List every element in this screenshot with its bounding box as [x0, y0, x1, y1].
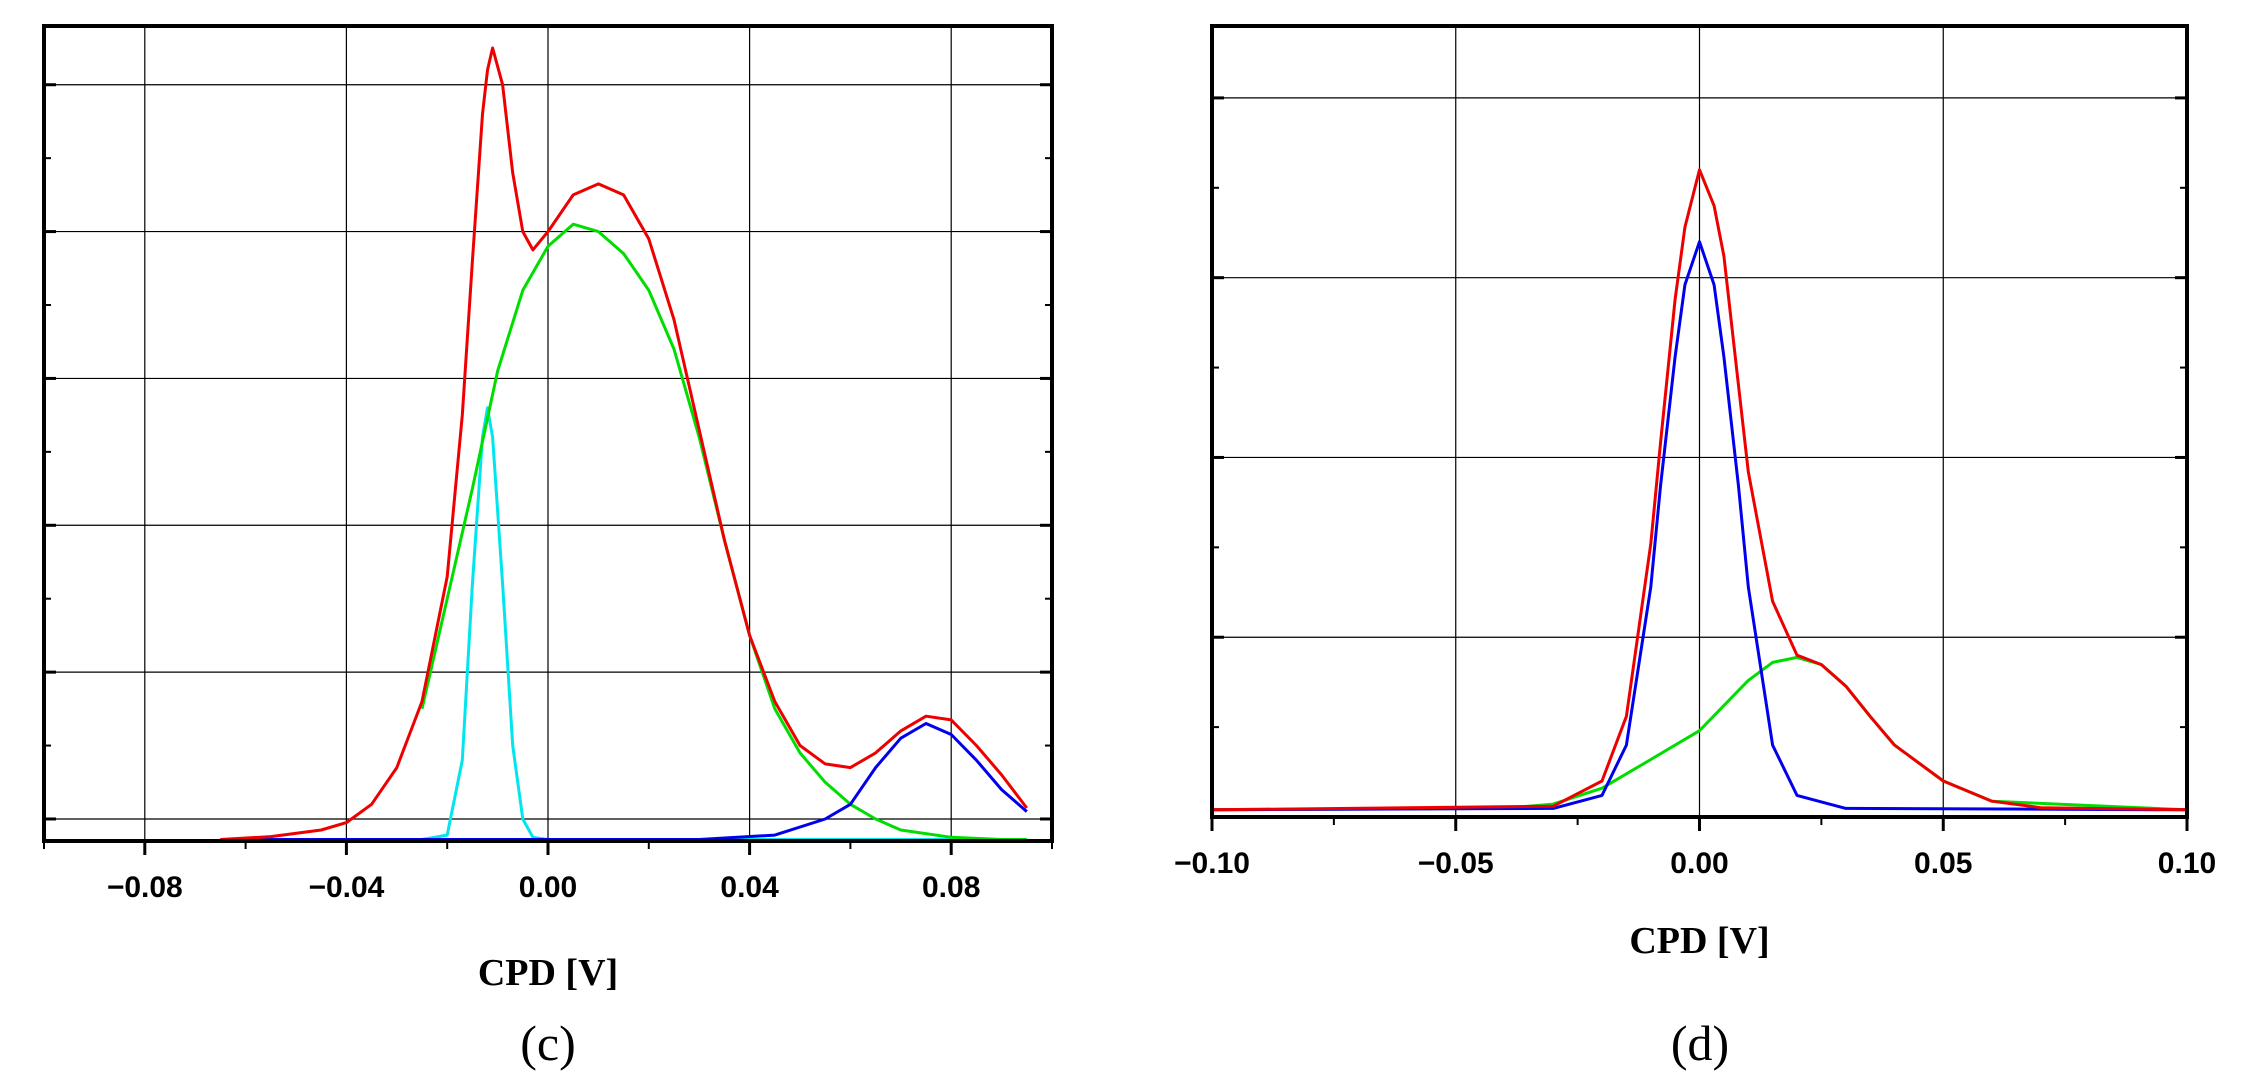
series-line: [220, 722, 1028, 841]
x-tick-label: 0.05: [1914, 847, 1972, 880]
series-line: [1211, 168, 2188, 812]
x-tick-label: 0.00: [1670, 847, 1728, 880]
x-tick-label: 0.08: [922, 871, 980, 904]
x-tick-label: 0.00: [519, 871, 577, 904]
x-tick-label: −0.05: [1418, 847, 1494, 880]
x-tick-label: 0.10: [2158, 847, 2216, 880]
panel-label: (c): [520, 1015, 576, 1071]
series-line: [220, 46, 1028, 841]
series-line: [1211, 240, 2188, 812]
series-line: [220, 406, 1027, 841]
x-tick-label: 0.04: [720, 871, 779, 904]
x-tick-label: −0.08: [107, 871, 183, 904]
x-tick-label: −0.04: [308, 871, 384, 904]
panel-label: (d): [1671, 1015, 1729, 1071]
x-axis-title: CPD [V]: [1629, 920, 1769, 962]
panel-d-chart: −0.10 −0.05 0.00 0.05 0.10 CPD [V] (d): [1174, 24, 2216, 1071]
series-line: [420, 222, 1027, 841]
x-tick-label: −0.10: [1174, 847, 1250, 880]
panel-c-chart: −0.08 −0.04 0.00 0.04 0.08 CPD [V] (c): [42, 24, 1054, 1071]
x-axis-title: CPD [V]: [478, 952, 618, 994]
